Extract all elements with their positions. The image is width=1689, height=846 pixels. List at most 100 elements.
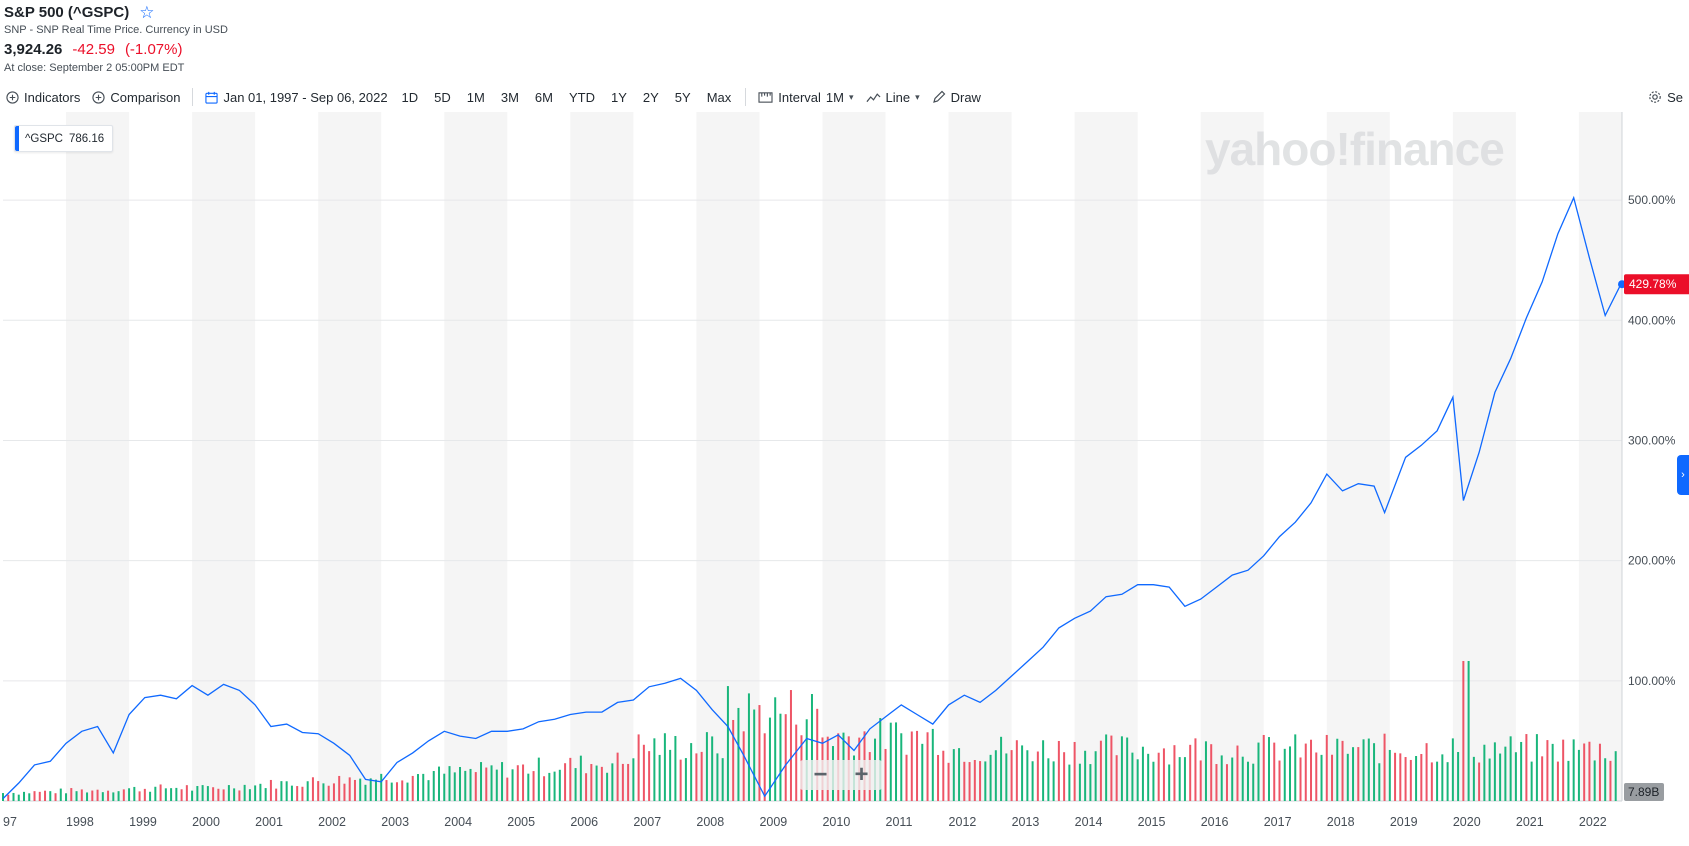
range-ytd[interactable]: YTD — [568, 89, 595, 105]
volume-bar — [107, 790, 110, 801]
volume-bar — [1388, 749, 1391, 801]
legend-symbol: ^GSPC — [25, 132, 63, 145]
year-band — [66, 112, 130, 801]
volume-bar — [931, 728, 934, 801]
chart-toolbar: Indicators Comparison Jan 01, 1997 - Sep… — [0, 84, 1689, 110]
range-1y[interactable]: 1Y — [610, 89, 627, 105]
volume-bar — [789, 690, 792, 801]
volume-bar — [1504, 746, 1507, 801]
volume-bar — [406, 782, 409, 801]
volume-bar — [191, 790, 194, 801]
volume-bar — [679, 759, 682, 801]
volume-bar — [317, 781, 320, 801]
volume-bar — [1078, 763, 1081, 801]
side-panel-toggle[interactable]: › — [1677, 455, 1689, 495]
volume-bar — [459, 767, 462, 801]
current-price: 3,924.26 — [4, 41, 63, 58]
volume-bar — [385, 780, 388, 801]
volume-bar — [732, 719, 735, 801]
volume-bar — [128, 788, 131, 801]
chevron-down-icon: ▾ — [915, 91, 920, 102]
comparison-button[interactable]: Comparison — [86, 90, 186, 105]
y-tick-label: 300.00% — [1628, 433, 1676, 447]
volume-bar — [269, 779, 272, 801]
volume-bar — [1289, 746, 1292, 801]
volume-bar — [648, 751, 651, 801]
volume-bar — [548, 772, 551, 801]
x-tick-label: 2011 — [886, 815, 913, 829]
volume-bar — [243, 784, 246, 801]
range-5y[interactable]: 5Y — [674, 89, 691, 105]
x-tick-label: 2012 — [949, 815, 977, 829]
range-1d[interactable]: 1D — [401, 89, 419, 105]
volume-bar — [1478, 762, 1481, 801]
volume-bar — [1399, 753, 1402, 801]
range-5d[interactable]: 5D — [434, 89, 451, 105]
volume-bar — [569, 757, 572, 801]
settings-button[interactable]: Se — [1642, 90, 1689, 105]
volume-bar — [75, 791, 78, 801]
volume-bar — [59, 788, 62, 801]
volume-bar — [658, 754, 661, 801]
series-legend[interactable]: ^GSPC 786.16 — [14, 125, 114, 152]
volume-bar — [968, 762, 971, 801]
volume-bar — [112, 792, 115, 801]
chart-area[interactable]: 100.00% 200.00% 300.00% 400.00% 500.00% 429.7… — [0, 112, 1689, 841]
volume-bar — [149, 791, 152, 801]
y-tick-label: 100.00% — [1628, 674, 1676, 688]
volume-bar — [1598, 743, 1601, 801]
range-6m[interactable]: 6M — [534, 89, 553, 105]
price-chart[interactable]: 100.00% 200.00% 300.00% 400.00% 500.00% 429.7… — [0, 112, 1689, 841]
range-1m[interactable]: 1M — [466, 89, 485, 105]
zoom-out-button[interactable]: − — [813, 761, 828, 788]
range-max[interactable]: Max — [706, 89, 732, 105]
chart-type-dropdown[interactable]: Line ▾ — [860, 90, 926, 105]
volume-bar — [1530, 761, 1533, 801]
volume-bar — [1178, 757, 1181, 801]
volume-bar — [900, 733, 903, 801]
date-range-button[interactable]: Jan 01, 1997 - Sep 06, 2022 — [199, 90, 393, 105]
volume-bar — [1042, 740, 1045, 801]
draw-button[interactable]: Draw — [926, 90, 987, 105]
volume-bar — [1383, 733, 1386, 801]
volume-bar — [1094, 751, 1097, 801]
volume-bar — [590, 764, 593, 801]
volume-bar — [1115, 755, 1118, 801]
volume-bar — [464, 770, 467, 801]
close-time: At close: September 2 05:00PM EDT — [4, 62, 185, 74]
price-line — [2, 195, 1622, 800]
volume-bar — [170, 788, 173, 801]
volume-bar — [395, 782, 398, 801]
volume-bar — [1215, 764, 1218, 801]
volume-bar — [1089, 764, 1092, 801]
volume-bar — [958, 748, 961, 801]
volume-bar — [1441, 754, 1444, 801]
volume-bar — [448, 766, 451, 801]
year-band — [1452, 112, 1516, 801]
range-3m[interactable]: 3M — [500, 89, 519, 105]
volume-bar — [1015, 740, 1018, 801]
volume-bar — [816, 708, 819, 801]
volume-bar — [1541, 756, 1544, 801]
volume-bar — [1189, 744, 1192, 801]
indicators-button[interactable]: Indicators — [0, 90, 86, 105]
last-value-badge — [1624, 274, 1689, 295]
range-2y[interactable]: 2Y — [642, 89, 659, 105]
volume-bar — [1567, 760, 1570, 801]
volume-bar — [1110, 735, 1113, 801]
zoom-in-button[interactable]: + — [854, 761, 869, 788]
volume-bar — [154, 786, 157, 801]
star-icon[interactable]: ☆ — [139, 2, 155, 22]
x-tick-label: 1998 — [66, 815, 94, 829]
volume-bar — [690, 743, 693, 801]
volume-bar — [49, 791, 52, 801]
interval-dropdown[interactable]: Interval 1M ▾ — [752, 90, 859, 105]
volume-bar — [1225, 764, 1228, 801]
volume-bar — [737, 707, 740, 801]
volume-bar — [632, 758, 635, 801]
volume-bar — [963, 761, 966, 801]
volume-bar — [711, 736, 714, 801]
volume-bar — [532, 771, 535, 801]
volume-bar — [1057, 740, 1060, 801]
volume-bar — [374, 779, 377, 801]
